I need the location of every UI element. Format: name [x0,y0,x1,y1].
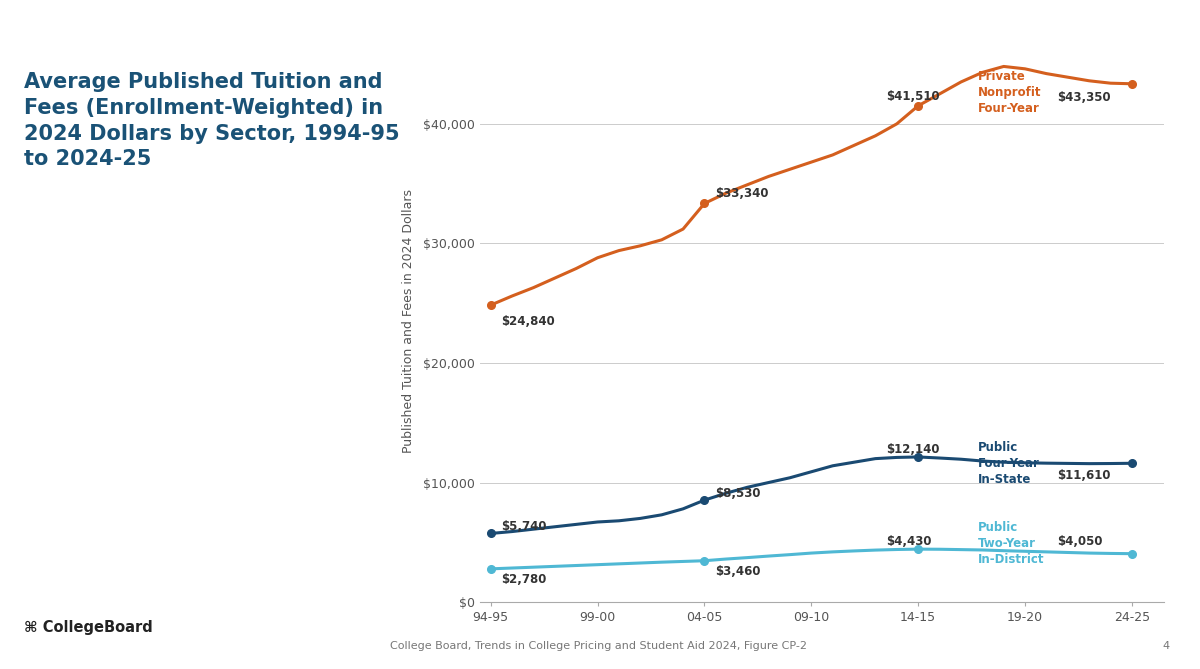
Text: $4,430: $4,430 [886,535,931,548]
Text: Private
Nonprofit
Four-Year: Private Nonprofit Four-Year [978,70,1042,115]
Text: $4,050: $4,050 [1057,535,1103,548]
Text: Average Published Tuition and
Fees (Enrollment-Weighted) in
2024 Dollars by Sect: Average Published Tuition and Fees (Enro… [24,72,400,169]
Text: College Board, Trends in College Pricing and Student Aid 2024, Figure CP-2: College Board, Trends in College Pricing… [390,641,808,651]
Text: Public
Four-Year
In-State: Public Four-Year In-State [978,441,1040,486]
Text: $11,610: $11,610 [1057,469,1111,482]
Text: $12,140: $12,140 [886,443,940,456]
Text: $33,340: $33,340 [715,187,769,199]
Text: $43,350: $43,350 [1057,91,1111,104]
Text: $41,510: $41,510 [886,90,940,103]
Y-axis label: Published Tuition and Fees in 2024 Dollars: Published Tuition and Fees in 2024 Dolla… [402,189,415,453]
Text: $8,530: $8,530 [715,487,761,500]
Text: $3,460: $3,460 [715,565,761,577]
Text: ⌘ CollegeBoard: ⌘ CollegeBoard [24,620,152,635]
Text: $24,840: $24,840 [502,314,556,328]
Text: 4: 4 [1163,641,1170,651]
Text: $2,780: $2,780 [502,573,547,586]
Text: $5,740: $5,740 [502,520,547,533]
Text: Public
Two-Year
In-District: Public Two-Year In-District [978,520,1044,566]
